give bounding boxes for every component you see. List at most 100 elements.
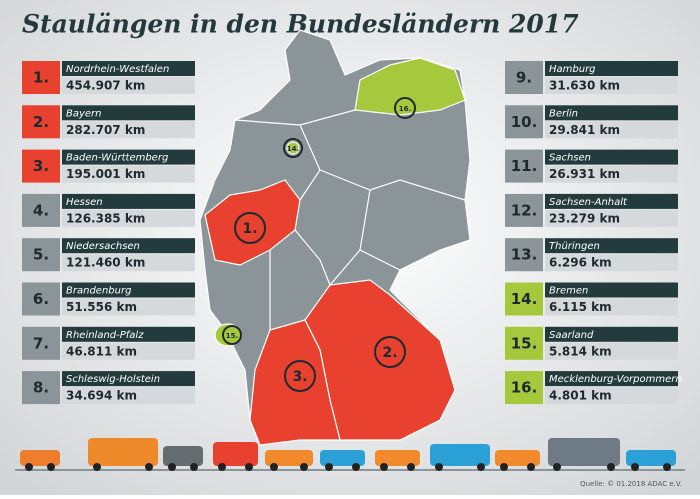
- value-bar: [62, 165, 195, 183]
- value: 31.630 km: [549, 79, 620, 93]
- rank: 6.: [33, 290, 49, 308]
- rank: 4.: [33, 201, 49, 219]
- wheel: [435, 463, 443, 471]
- vehicle: [213, 442, 258, 466]
- rank: 16.: [511, 379, 538, 397]
- value: 4.801 km: [549, 389, 612, 403]
- ranking-entry: 11. Sachsen 26.931 km: [505, 149, 678, 183]
- value: 454.907 km: [66, 79, 145, 93]
- map-labels: 1. 2. 3. 14. 15. 16.: [222, 97, 416, 392]
- state-name: Sachsen-Anhalt: [549, 197, 628, 208]
- value: 5.814 km: [549, 344, 612, 358]
- state-bar: [62, 326, 195, 342]
- map-marker: [222, 325, 242, 345]
- baden-wuerttemberg: [249, 319, 341, 446]
- state-bar: [545, 193, 678, 209]
- ranking-entry: 3. Baden-Württemberg 195.001 km: [22, 149, 195, 183]
- ranking-entry: 12. Sachsen-Anhalt 23.279 km: [505, 193, 678, 227]
- wheel: [407, 463, 415, 471]
- state-border: [234, 109, 466, 330]
- map-label: 2.: [382, 345, 397, 361]
- rank-box: [22, 149, 60, 183]
- rank: 13.: [511, 246, 538, 264]
- value-bar: [545, 298, 678, 316]
- state-bar: [62, 149, 195, 165]
- state-bar: [545, 105, 678, 121]
- vehicle: [375, 450, 420, 466]
- value: 29.841 km: [549, 123, 620, 137]
- rank: 9.: [516, 69, 532, 87]
- state-bar: [545, 238, 678, 254]
- state-name: Bremen: [549, 286, 588, 297]
- map: [199, 29, 471, 446]
- state-name: Thüringen: [549, 241, 600, 252]
- state-name: Saarland: [549, 330, 594, 341]
- wheel: [245, 463, 253, 471]
- wheel: [145, 463, 153, 471]
- wheel: [325, 463, 333, 471]
- map-label: 15.: [226, 332, 238, 340]
- wheel: [527, 463, 535, 471]
- map-marker: [394, 97, 416, 119]
- wheel: [477, 463, 485, 471]
- state-bar: [545, 371, 678, 387]
- rank-box: [505, 193, 543, 227]
- value: 6.115 km: [549, 300, 612, 314]
- ranking-entry: 14. Bremen 6.115 km: [505, 282, 678, 316]
- rank-box: [22, 371, 60, 405]
- state-name: Sachsen: [549, 153, 591, 164]
- ranking-entry: 13. Thüringen 6.296 km: [505, 238, 678, 272]
- vehicle: [495, 450, 540, 466]
- ranking-entry: 4. Hessen 126.385 km: [22, 193, 195, 227]
- ranking-entry: 16. Mecklenburg-Vorpommern 4.801 km: [505, 371, 682, 405]
- map-marker: [283, 138, 303, 158]
- wheel: [190, 463, 198, 471]
- value: 195.001 km: [66, 167, 145, 181]
- map-marker: [234, 212, 266, 244]
- vehicle: [320, 450, 365, 466]
- ranking-entry: 8. Schleswig-Holstein 34.694 km: [22, 371, 195, 405]
- rank: 2.: [33, 113, 49, 131]
- ranking-entry: 15. Saarland 5.814 km: [505, 326, 678, 360]
- rank: 15.: [511, 334, 538, 352]
- map-label: 16.: [399, 105, 411, 113]
- state-bar: [545, 61, 678, 76]
- rank: 10.: [511, 113, 538, 131]
- state-name: Nordrhein-Westfalen: [66, 64, 169, 75]
- wheel: [607, 463, 615, 471]
- value-bar: [545, 121, 678, 139]
- rank-box: [22, 193, 60, 227]
- wheel: [168, 463, 176, 471]
- state-bar: [62, 61, 195, 76]
- wheel: [352, 463, 360, 471]
- rank-box: [22, 282, 60, 316]
- vehicle: [265, 450, 313, 466]
- ranking-entry: 2. Bayern 282.707 km: [22, 105, 195, 139]
- value-bar: [545, 209, 678, 227]
- state-name: Niedersachsen: [66, 241, 140, 252]
- ranking-entry: 5. Niedersachsen 121.460 km: [22, 238, 195, 272]
- ranking-entry: 1. Nordrhein-Westfalen 454.907 km: [22, 61, 195, 94]
- wheel: [631, 463, 639, 471]
- value-bar: [62, 342, 195, 360]
- state-name: Hamburg: [549, 64, 596, 75]
- rank: 3.: [33, 157, 49, 175]
- state-bar: [62, 238, 195, 254]
- value: 126.385 km: [66, 211, 145, 225]
- rank-box: [505, 238, 543, 272]
- wheel: [218, 463, 226, 471]
- rank: 8.: [33, 379, 49, 397]
- wheel: [270, 463, 278, 471]
- value-bar: [62, 121, 195, 139]
- vehicle: [548, 438, 620, 466]
- state-name: Mecklenburg-Vorpommern: [549, 374, 682, 385]
- vehicle: [88, 438, 158, 466]
- state-name: Baden-Württemberg: [66, 153, 168, 164]
- rank-box: [22, 326, 60, 360]
- rank-box: [505, 149, 543, 183]
- rank-box: [505, 371, 543, 405]
- rank: 11.: [511, 157, 538, 175]
- vehicle: [626, 450, 676, 466]
